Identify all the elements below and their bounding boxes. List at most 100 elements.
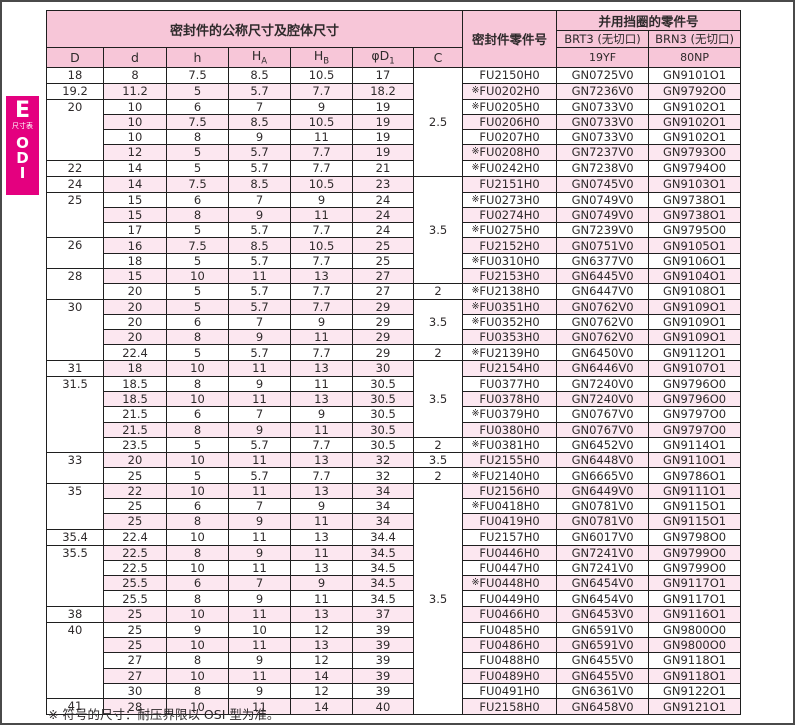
cell-brt3-part-no: GN0733V0	[556, 129, 650, 146]
cell-hb: 11	[290, 421, 353, 438]
cell-brn3-part-no: GN9116O1	[648, 605, 742, 623]
cell-seal-part-no: FU0448H0 ※	[462, 575, 558, 592]
dim-column-header: D	[46, 47, 104, 68]
cell-d1: 30.5	[352, 421, 414, 438]
cell-seal-part-no: FU2157H0	[462, 528, 558, 546]
table-row: 30 8 9 12 39 FU0491H0 GN6361V0 GN9122O1	[47, 682, 742, 700]
cell-seal-part-no: FU2156H0	[462, 482, 558, 499]
cell-h: 5	[166, 344, 229, 361]
cell-seal-part-no: FU2140H0 ※	[462, 467, 558, 484]
cell-seal-part-no: FU0488H0	[462, 652, 558, 669]
cell-hb: 10.5	[290, 237, 353, 254]
backup-type-header-1: BRN3 (无切口)	[648, 30, 742, 48]
cell-brn3-part-no: GN9112O1	[648, 344, 742, 361]
cell-brn3-part-no: GN9796O0	[648, 390, 742, 408]
cell-brn3-part-no: GN9738O1	[648, 206, 742, 224]
cell-brt3-part-no: GN6377V0	[556, 252, 650, 270]
cell-ha: 7	[228, 313, 291, 331]
cell-hb: 7.7	[290, 344, 353, 361]
reference-mark: ※	[471, 408, 480, 420]
backup-grade-header-0: 19YF	[556, 47, 650, 68]
cell-ha: 11	[228, 559, 291, 577]
seal-part-number: FU0208H0 ※	[471, 145, 540, 160]
cell-seal-part-no: FU0275H0 ※	[462, 222, 558, 239]
cell-h: 10	[166, 482, 229, 499]
section-code-letter: O	[16, 134, 29, 152]
cell-brn3-part-no: GN9796O0	[648, 375, 742, 393]
seal-part-number: FU2153H0	[479, 269, 540, 284]
cell-ha: 8.5	[228, 237, 291, 254]
cell-d1: 29	[352, 313, 414, 331]
cell-d: 21.5	[103, 406, 167, 423]
table-row: 25 8 9 11 34 FU0419H0 GN0781V0 GN9115O1	[47, 513, 742, 530]
cell-h: 10	[166, 636, 229, 654]
table-row: 22.5 10 11 13 34.5 FU0447H0 GN7241V0 GN9799O0	[47, 559, 742, 577]
cell-brt3-part-no: GN0762V0	[556, 329, 650, 346]
cell-hb: 7.7	[290, 467, 353, 484]
cell-brn3-part-no: GN9109O1	[648, 313, 742, 331]
cell-h: 6	[166, 497, 229, 515]
cell-brn3-part-no: GN9114O1	[648, 436, 742, 454]
cell-ha: 11	[228, 452, 291, 469]
cell-ha: 7	[228, 497, 291, 515]
cell-d1: 30	[352, 359, 414, 377]
cell-hb: 11	[290, 129, 353, 146]
cell-hb: 9	[290, 313, 353, 331]
cell-brt3-part-no: GN0781V0	[556, 497, 650, 515]
cell-d: 18	[103, 359, 167, 377]
cell-h: 7.5	[166, 66, 229, 84]
backup-type-header-0: BRT3 (无切口)	[556, 30, 650, 48]
seal-part-number: FU0419H0	[479, 514, 540, 529]
cell-brn3-part-no: GN9111O1	[648, 482, 742, 499]
section-tab-odi[interactable]: E 尺寸表 O D I	[6, 96, 39, 195]
cell-D: 35	[46, 482, 104, 530]
cell-brn3-part-no: GN9800O0	[648, 621, 742, 638]
seal-part-number: FU2154H0	[479, 361, 540, 376]
cell-seal-part-no: FU2151H0	[462, 175, 558, 193]
cell-brn3-part-no: GN9109O1	[648, 298, 742, 315]
seal-part-number: FU0449H0	[479, 591, 540, 606]
cell-h: 5	[166, 144, 229, 161]
cell-d1: 34.4	[352, 528, 414, 546]
seal-part-number: FU0353H0	[479, 330, 540, 345]
cell-d: 25.5	[103, 575, 167, 592]
table-row: 28 15 10 11 13 27 FU2153H0 GN6445V0 GN9104O1	[46, 268, 742, 300]
cell-brn3-part-no: GN9786O1	[648, 467, 742, 484]
cell-C: 2	[412, 467, 464, 484]
cell-d1: 27	[352, 268, 414, 285]
cell-d: 30	[103, 682, 167, 700]
cell-h: 10	[166, 268, 229, 285]
cell-brn3-part-no: GN9109O1	[648, 329, 742, 346]
seal-part-number: FU2138H0 ※	[471, 284, 540, 299]
cell-h: 8	[166, 682, 229, 700]
cell-brt3-part-no: GN6458V0	[556, 698, 650, 716]
table-body: 18 8 7.5 8.5 10.5 17 2.5 FU2150H0 GN0725V0 GN9101…	[46, 66, 742, 716]
cell-d1: 21	[352, 159, 414, 177]
cell-d: 15	[103, 268, 167, 285]
table-row: 22.4 5 5.7 7.7 29 2 FU2139H0 ※ GN6450V0 GN9112O1	[47, 344, 742, 361]
cell-hb: 13	[290, 390, 353, 408]
cell-D: 41	[46, 698, 104, 716]
cell-d: 10	[103, 129, 167, 146]
seal-dimension-table: 密封件的公称尺寸及腔体尺寸 密封件零件号 并用挡圈的零件号 BRT3 (无切口) BRN…	[45, 10, 742, 716]
cell-brn3-part-no: GN9110O1	[648, 452, 742, 469]
cell-hb: 10.5	[290, 66, 353, 84]
table-row: 21.5 8 9 11 30.5 FU0380H0 GN0767V0 GN9797O0	[47, 421, 742, 438]
cell-d: 22.4	[103, 344, 167, 361]
cell-hb: 12	[290, 682, 353, 700]
seal-part-number: FU0352H0 ※	[471, 315, 540, 330]
cell-seal-part-no: FU0486H0	[462, 636, 558, 654]
reference-mark: ※	[471, 500, 480, 512]
cell-d: 17	[103, 222, 167, 239]
cell-hb: 7.7	[290, 159, 353, 177]
cell-brt3-part-no: GN6017V0	[556, 528, 650, 546]
seal-part-number: FU0380H0	[479, 422, 540, 437]
cell-d: 27	[103, 667, 167, 684]
cell-h: 6	[166, 575, 229, 592]
cell-d: 23.5	[103, 436, 167, 454]
cell-d: 18	[103, 252, 167, 270]
reference-mark: ※	[471, 316, 480, 328]
cell-brn3-part-no: GN9101O1	[648, 66, 742, 84]
cell-brn3-part-no: GN9797O0	[648, 421, 742, 438]
cell-d: 20	[103, 313, 167, 331]
